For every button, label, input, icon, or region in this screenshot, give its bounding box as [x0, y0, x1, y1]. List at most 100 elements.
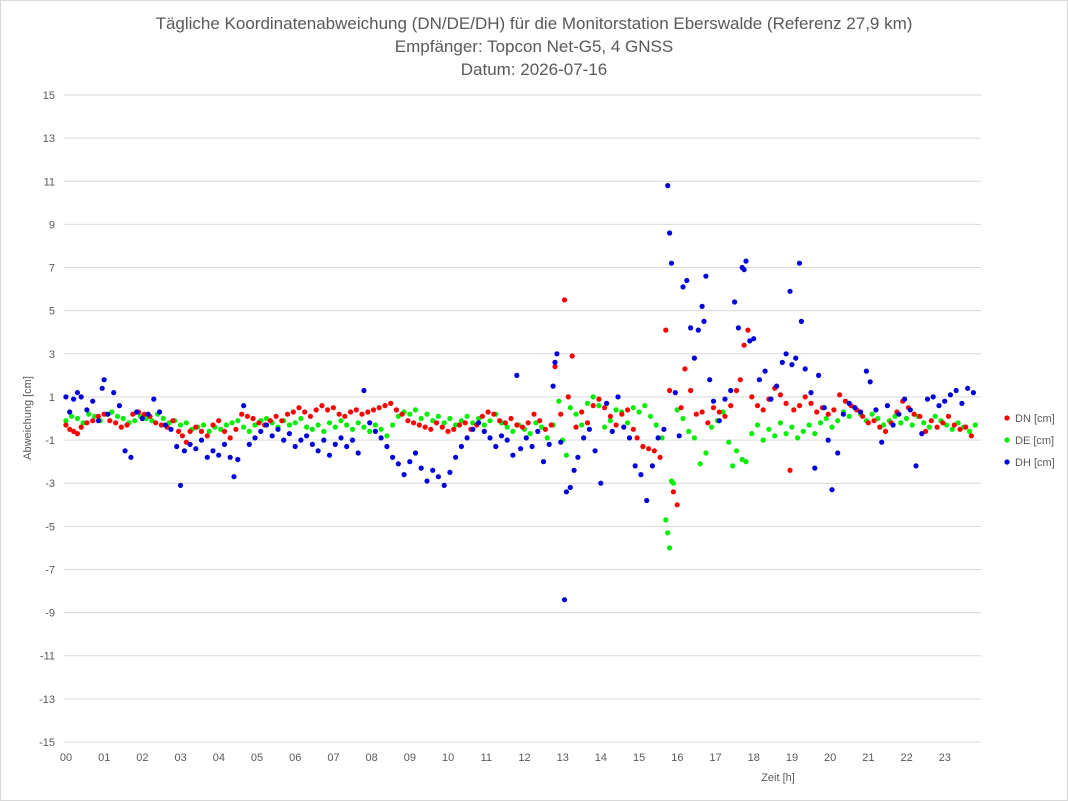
- data-point: [84, 420, 90, 426]
- data-point: [476, 420, 482, 426]
- data-point: [816, 372, 822, 378]
- data-point: [716, 409, 722, 415]
- data-point: [965, 385, 971, 391]
- data-point: [968, 433, 975, 439]
- data-point: [795, 435, 801, 441]
- data-point: [462, 420, 468, 426]
- data-point: [525, 420, 531, 426]
- data-point: [884, 403, 891, 409]
- data-point: [221, 441, 228, 447]
- data-point: [607, 413, 614, 419]
- data-point: [326, 420, 333, 426]
- data-point: [749, 431, 755, 437]
- x-tick-label: 17: [709, 752, 721, 764]
- data-point: [835, 418, 841, 424]
- data-point: [829, 487, 835, 493]
- data-point: [84, 407, 90, 413]
- y-tick-label: -11: [40, 651, 55, 663]
- data-point: [338, 418, 344, 424]
- data-point: [80, 420, 86, 426]
- y-tick-label: 15: [43, 90, 55, 102]
- data-point: [78, 424, 84, 430]
- data-point: [132, 418, 138, 424]
- data-point: [296, 405, 302, 411]
- legend: DN [cm] DE [cm] DH [cm]: [1004, 413, 1055, 469]
- data-point: [741, 342, 747, 348]
- data-point: [149, 418, 155, 424]
- data-point: [279, 418, 285, 424]
- data-point: [378, 435, 384, 441]
- data-point: [672, 390, 678, 396]
- data-point: [634, 435, 640, 441]
- data-point: [691, 355, 698, 361]
- data-point: [315, 422, 321, 428]
- data-point: [210, 422, 216, 428]
- data-point: [710, 398, 717, 404]
- data-point: [722, 396, 728, 402]
- data-point: [642, 403, 648, 409]
- legend-marker: [1004, 437, 1010, 443]
- data-point: [789, 424, 795, 430]
- data-point: [384, 443, 390, 450]
- data-point: [542, 426, 549, 432]
- data-point: [928, 418, 934, 424]
- data-point: [286, 431, 292, 437]
- data-point: [418, 415, 424, 422]
- data-point: [754, 403, 761, 409]
- data-point: [336, 411, 342, 417]
- data-point: [298, 437, 304, 443]
- data-point: [957, 426, 963, 432]
- data-point: [913, 463, 919, 469]
- data-point: [388, 400, 394, 406]
- data-point: [367, 428, 373, 434]
- data-point: [733, 448, 740, 454]
- data-point: [668, 260, 675, 266]
- data-point: [825, 411, 831, 417]
- data-point: [877, 424, 883, 430]
- data-point: [674, 407, 680, 413]
- data-point: [670, 480, 677, 486]
- data-point: [69, 413, 75, 419]
- data-point: [258, 428, 264, 434]
- data-point: [636, 409, 642, 415]
- data-point: [86, 411, 92, 417]
- data-point: [680, 284, 686, 290]
- data-point: [550, 383, 556, 389]
- data-point: [535, 428, 541, 434]
- data-point: [441, 482, 447, 488]
- data-point: [944, 422, 950, 428]
- data-point: [233, 426, 239, 432]
- data-point: [705, 420, 711, 426]
- data-point: [754, 422, 761, 428]
- x-tick-label: 03: [175, 752, 187, 764]
- x-tick-label: 15: [633, 752, 645, 764]
- data-point: [502, 420, 508, 426]
- data-point: [422, 424, 428, 430]
- data-point: [644, 497, 650, 504]
- data-point: [105, 411, 111, 417]
- data-point: [949, 426, 955, 432]
- data-point: [361, 387, 367, 394]
- data-point: [963, 424, 969, 430]
- data-point: [732, 299, 738, 305]
- data-point: [71, 396, 77, 402]
- data-point: [602, 424, 608, 430]
- data-point: [498, 433, 505, 439]
- data-point: [783, 400, 789, 406]
- x-tick-label: 06: [289, 752, 301, 764]
- data-point: [707, 377, 713, 383]
- data-point: [945, 413, 952, 419]
- data-point: [882, 428, 889, 434]
- data-point: [464, 435, 470, 441]
- data-point: [625, 407, 631, 413]
- data-point: [407, 459, 413, 465]
- data-point: [176, 428, 182, 434]
- data-point: [661, 426, 667, 432]
- data-point: [881, 422, 887, 428]
- data-point: [481, 422, 487, 428]
- y-tick-label: 3: [49, 349, 55, 361]
- data-point: [390, 422, 396, 428]
- data-point: [107, 418, 113, 424]
